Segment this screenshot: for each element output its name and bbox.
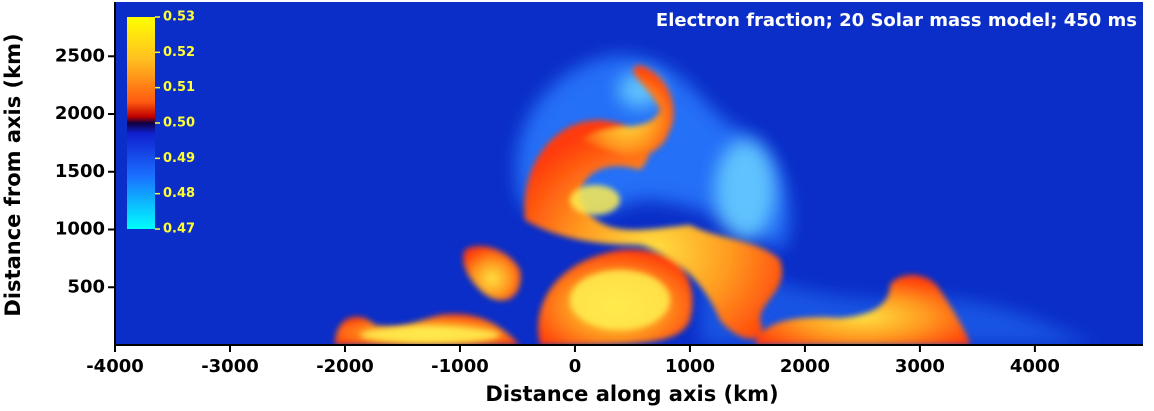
colorbar-tick-label: 0.50	[163, 116, 195, 131]
y-tick-label: 500	[67, 276, 105, 297]
colorbar-tick-label: 0.52	[163, 45, 195, 60]
x-tick-label: 0	[569, 356, 582, 377]
field	[335, 55, 1100, 345]
chart-title: Electron fraction; 20 Solar mass model; …	[656, 10, 1137, 31]
x-tick-label: -3000	[201, 356, 259, 377]
colorbar-tick-label: 0.49	[163, 151, 195, 166]
y-axis-label: Distance from axis (km)	[1, 33, 25, 316]
y-tick-label: 1000	[55, 219, 105, 240]
x-tick-label: -4000	[86, 356, 144, 377]
x-axis-label: Distance along axis (km)	[485, 382, 778, 406]
y-tick-label: 1500	[55, 161, 105, 182]
x-tick-label: -1000	[431, 356, 489, 377]
colorbar-tick-label: 0.53	[163, 10, 195, 25]
x-tick-label: 1000	[665, 356, 715, 377]
x-tick-label: 2000	[780, 356, 830, 377]
x-tick-label: 4000	[1010, 356, 1060, 377]
colorbar-tick-label: 0.47	[163, 222, 195, 237]
colorbar-tick-label: 0.48	[163, 186, 195, 201]
y-tick-label: 2500	[55, 45, 105, 66]
colorbar-tick-label: 0.51	[163, 80, 195, 95]
x-tick-label: -2000	[316, 356, 374, 377]
colorbar	[127, 17, 155, 229]
x-tick-label: 3000	[895, 356, 945, 377]
y-tick-label: 2000	[55, 103, 105, 124]
